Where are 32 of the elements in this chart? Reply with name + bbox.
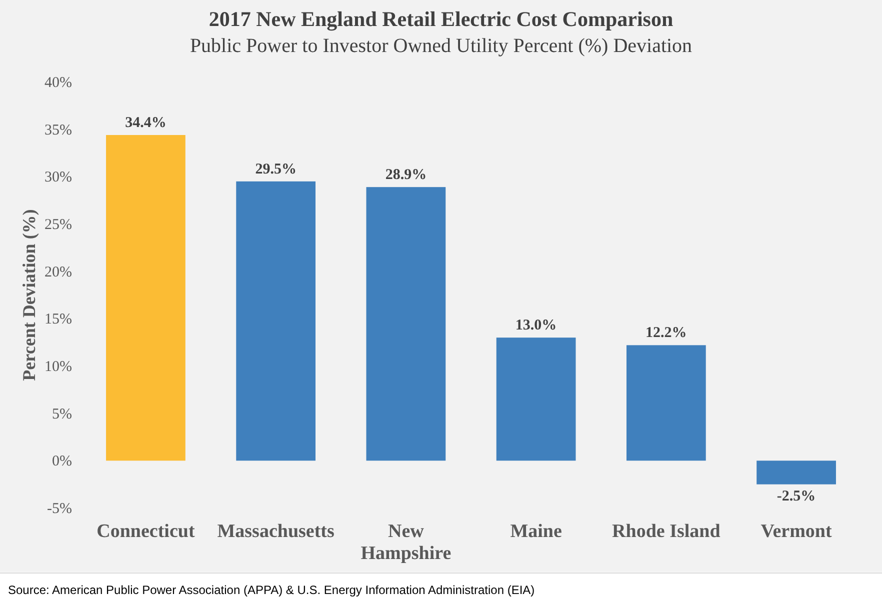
x-tick-label: Massachusetts [217,521,334,542]
y-tick-label: 30% [44,170,72,186]
bar [366,187,446,461]
y-tick-label: 10% [44,359,72,375]
data-label: -2.5% [776,488,816,504]
y-tick-label: 35% [44,122,72,138]
y-tick-label: -5% [47,501,72,517]
y-tick-label: 0% [52,454,72,470]
chart-title: 2017 New England Retail Electric Cost Comparison [208,7,674,31]
y-tick-label: 40% [44,75,72,91]
y-tick-label: 5% [52,406,72,422]
bar [626,345,706,461]
bar [756,460,836,484]
x-tick-label: Rhode Island [612,521,721,542]
data-label: 12.2% [646,325,687,342]
bar [106,135,186,461]
x-tick-label: Connecticut [96,521,196,542]
data-label: 34.4% [125,115,166,132]
bar [236,181,316,461]
chart-subtitle: Public Power to Investor Owned Utility Percent (%) Deviation [190,35,692,57]
x-tick-label: New Hampshire [360,521,452,564]
source-note: Source: American Public Power Association (APPA) & U.S. Energy Information Administration (EIA) [8,583,535,597]
bar [496,338,576,461]
x-tick-label: Maine [510,521,562,542]
data-label: 28.9% [385,167,427,184]
y-axis-title: Percent Deviation (%) [19,209,39,381]
y-tick-label: 25% [44,217,72,233]
data-label: 29.5% [255,161,296,178]
x-tick-label: Vermont [760,521,832,542]
y-tick-label: 15% [44,312,72,328]
data-label: 13.0% [515,318,557,334]
y-tick-label: 20% [44,264,72,280]
